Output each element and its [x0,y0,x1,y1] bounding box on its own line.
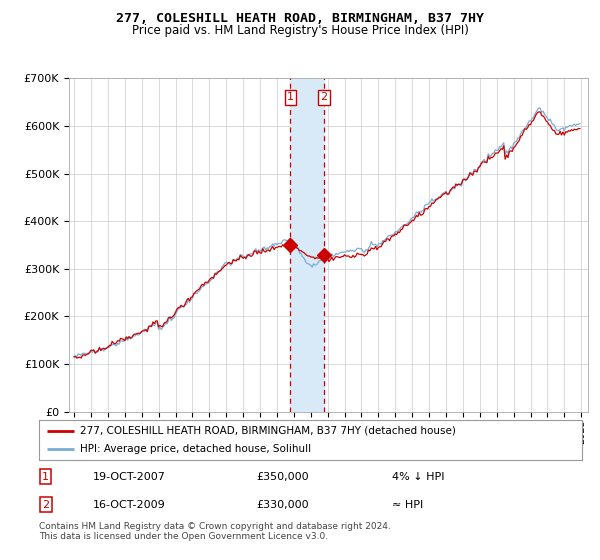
Text: 2: 2 [42,500,49,510]
Text: £350,000: £350,000 [256,472,309,482]
Text: Contains HM Land Registry data © Crown copyright and database right 2024.
This d: Contains HM Land Registry data © Crown c… [39,522,391,542]
Text: 19-OCT-2007: 19-OCT-2007 [94,472,166,482]
Text: ≈ HPI: ≈ HPI [392,500,423,510]
Text: 4% ↓ HPI: 4% ↓ HPI [392,472,445,482]
Text: 1: 1 [42,472,49,482]
Text: 2: 2 [320,92,328,102]
Text: 16-OCT-2009: 16-OCT-2009 [94,500,166,510]
Text: £330,000: £330,000 [256,500,309,510]
Text: 277, COLESHILL HEATH ROAD, BIRMINGHAM, B37 7HY: 277, COLESHILL HEATH ROAD, BIRMINGHAM, B… [116,12,484,25]
Text: 277, COLESHILL HEATH ROAD, BIRMINGHAM, B37 7HY (detached house): 277, COLESHILL HEATH ROAD, BIRMINGHAM, B… [80,426,455,436]
Bar [290,78,324,412]
Text: Price paid vs. HM Land Registry's House Price Index (HPI): Price paid vs. HM Land Registry's House … [131,24,469,36]
Text: 1: 1 [287,92,294,102]
Text: HPI: Average price, detached house, Solihull: HPI: Average price, detached house, Soli… [80,445,311,454]
